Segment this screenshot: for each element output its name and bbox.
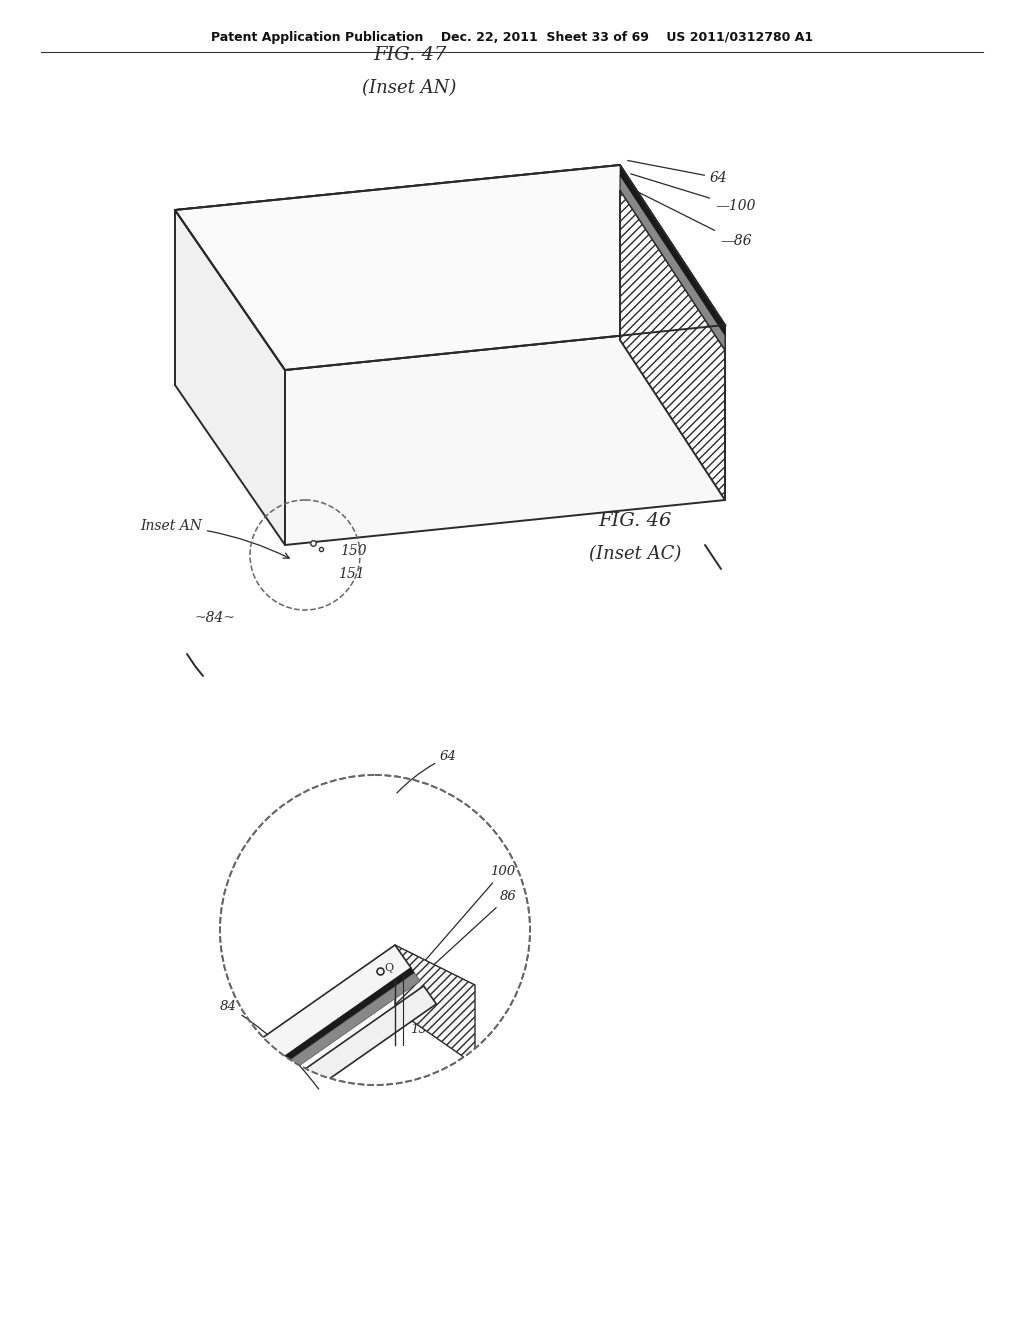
Polygon shape <box>620 176 725 350</box>
Text: Inset AN: Inset AN <box>140 519 289 558</box>
Text: FIG. 47: FIG. 47 <box>373 46 446 65</box>
Polygon shape <box>271 973 420 1081</box>
Text: 151: 151 <box>410 1023 435 1036</box>
Polygon shape <box>620 190 725 500</box>
Text: —86: —86 <box>631 189 752 248</box>
Text: 86: 86 <box>422 890 517 975</box>
Text: —100: —100 <box>631 174 756 213</box>
Polygon shape <box>175 165 620 385</box>
Polygon shape <box>281 986 436 1105</box>
Text: 150: 150 <box>340 544 367 558</box>
Text: 100: 100 <box>418 865 515 969</box>
Polygon shape <box>395 945 475 1065</box>
Text: Q: Q <box>384 962 393 973</box>
Text: (Inset AN): (Inset AN) <box>362 79 457 98</box>
Polygon shape <box>175 210 285 545</box>
Polygon shape <box>267 968 415 1073</box>
Text: 84: 84 <box>220 1001 318 1089</box>
Text: Patent Application Publication    Dec. 22, 2011  Sheet 33 of 69    US 2011/03127: Patent Application Publication Dec. 22, … <box>211 32 813 45</box>
Text: 64: 64 <box>628 161 728 185</box>
Polygon shape <box>252 945 411 1068</box>
Polygon shape <box>175 165 725 370</box>
Text: 64: 64 <box>397 750 457 793</box>
Text: (Inset AC): (Inset AC) <box>589 545 681 564</box>
Text: ~84~: ~84~ <box>195 611 236 624</box>
Text: 150: 150 <box>415 995 440 1008</box>
Text: 151: 151 <box>338 568 365 581</box>
Text: FIG. 46: FIG. 46 <box>598 512 672 531</box>
Polygon shape <box>285 325 725 545</box>
Polygon shape <box>620 165 725 335</box>
